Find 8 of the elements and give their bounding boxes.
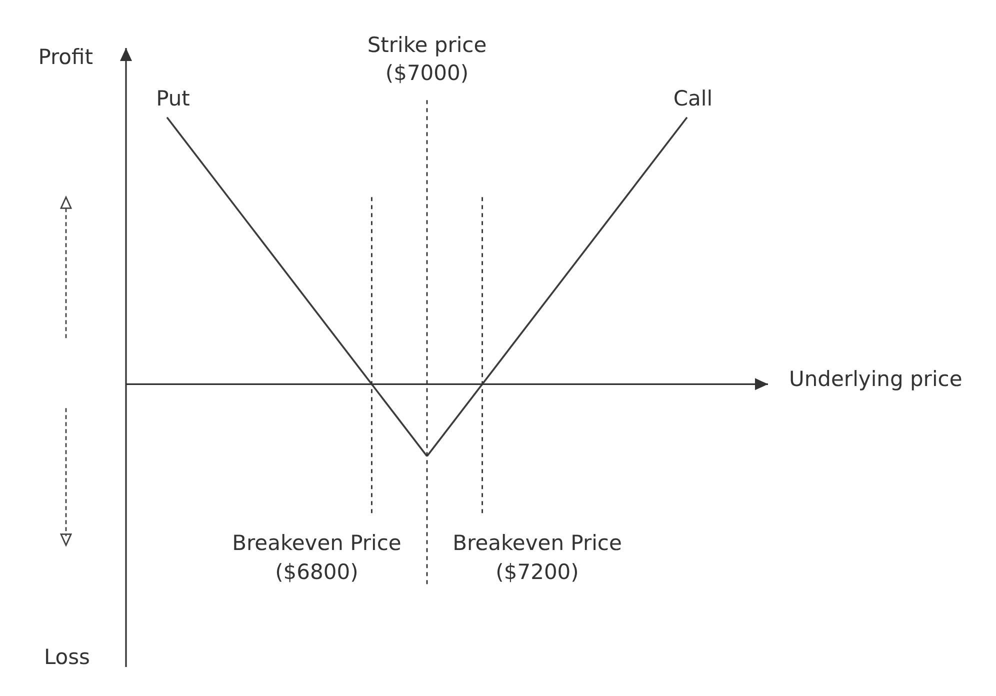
series-label: Call xyxy=(673,86,713,110)
text: Breakeven Price ($6800) xyxy=(232,531,402,584)
text: Breakeven Price ($7200) xyxy=(452,531,622,584)
text: Profit xyxy=(38,45,93,69)
x-axis-title: Underlying price xyxy=(789,367,962,392)
series-label: Put xyxy=(156,86,190,110)
text: Strike price ($7000) xyxy=(367,33,487,86)
text: Loss xyxy=(44,645,90,669)
